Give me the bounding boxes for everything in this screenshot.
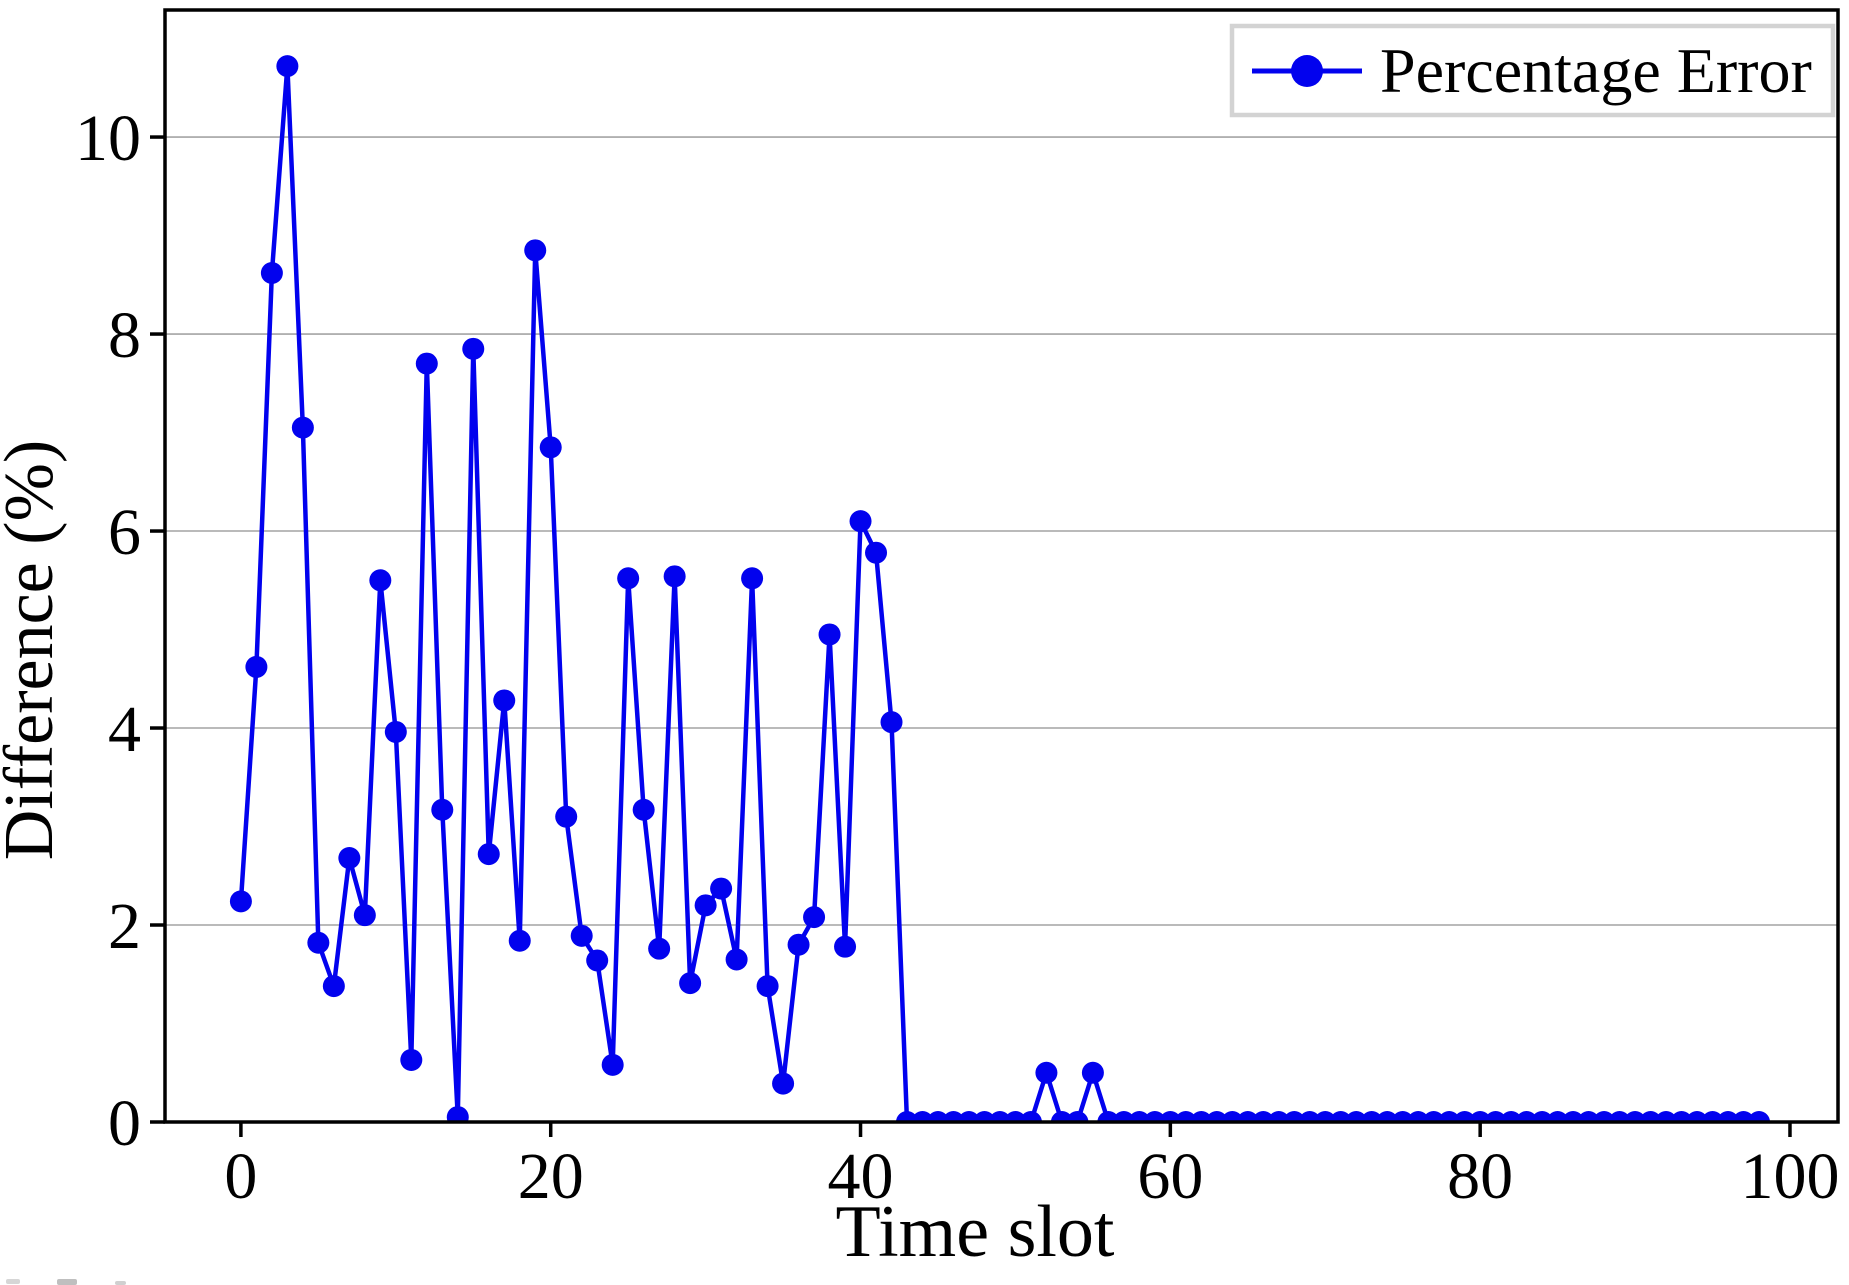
- data-point: [1081, 1061, 1104, 1084]
- data-point: [539, 436, 562, 459]
- data-point: [663, 565, 686, 588]
- data-point: [880, 711, 903, 734]
- series-percentage-error: [229, 55, 1770, 1122]
- data-point: [834, 935, 857, 958]
- plot-border: [163, 8, 1840, 1124]
- y-tick-label: 10: [75, 102, 141, 175]
- x-tick-label: 20: [518, 1140, 584, 1213]
- data-point: [1019, 1111, 1042, 1122]
- data-point: [570, 924, 593, 947]
- data-point: [756, 975, 779, 998]
- data-point: [679, 972, 702, 995]
- data-point: [415, 352, 438, 375]
- data-point: [1035, 1061, 1058, 1084]
- data-point: [260, 261, 283, 284]
- legend: Percentage Error: [1229, 23, 1836, 118]
- tick-labels: 0 20 40 60 80 100 0 2 4 6 8 10: [75, 102, 1839, 1213]
- legend-label: Percentage Error: [1380, 35, 1812, 106]
- data-point: [229, 890, 252, 913]
- y-axis-label: Difference (%): [0, 440, 68, 860]
- series-line: [238, 63, 1759, 1122]
- x-tick-label: 60: [1137, 1140, 1203, 1213]
- data-point: [632, 798, 655, 821]
- data-point: [508, 929, 531, 952]
- data-point: [307, 931, 330, 954]
- cutoff-caption-artifact: [57, 1279, 77, 1285]
- data-point: [1748, 1111, 1770, 1122]
- x-tick-label: 80: [1447, 1140, 1513, 1213]
- data-point: [849, 510, 872, 533]
- data-point: [694, 894, 717, 917]
- data-point: [431, 798, 454, 821]
- x-tick-label: 100: [1740, 1140, 1839, 1213]
- data-point: [1066, 1111, 1089, 1122]
- data-point: [446, 1106, 469, 1122]
- y-tick-label: 8: [108, 299, 141, 372]
- data-point: [803, 906, 826, 929]
- data-point: [245, 655, 268, 678]
- data-point: [725, 948, 748, 971]
- data-point: [353, 904, 376, 927]
- x-axis-label: Time slot: [836, 1191, 1115, 1273]
- data-point: [369, 569, 392, 592]
- data-point: [648, 937, 671, 960]
- data-point: [400, 1048, 423, 1071]
- data-point: [772, 1072, 795, 1095]
- y-tick-label: 4: [108, 693, 141, 766]
- data-point: [617, 567, 640, 590]
- x-tick-label: 0: [224, 1140, 257, 1213]
- axes-spines-and-ticks: [150, 8, 1840, 1137]
- data-point: [384, 720, 407, 743]
- data-point: [493, 689, 516, 712]
- data-point: [322, 975, 345, 998]
- data-point: [291, 416, 314, 439]
- y-tick-label: 0: [108, 1087, 141, 1160]
- data-point: [601, 1053, 624, 1076]
- data-point: [865, 541, 888, 564]
- data-point: [524, 239, 547, 262]
- x-tick-label: 40: [828, 1140, 894, 1213]
- data-point: [276, 55, 299, 78]
- data-point: [555, 805, 578, 828]
- data-point: [462, 337, 485, 360]
- data-point: [477, 843, 500, 866]
- y-tick-label: 6: [108, 496, 141, 569]
- data-point: [586, 949, 609, 972]
- data-point: [710, 877, 733, 900]
- data-point: [741, 567, 764, 590]
- y-tick-label: 2: [108, 890, 141, 963]
- data-point: [338, 847, 361, 870]
- cutoff-caption-artifact: [6, 1279, 20, 1284]
- legend-marker-circle: [1291, 55, 1323, 87]
- gridlines: [165, 136, 1838, 926]
- data-point: [818, 623, 841, 646]
- data-point: [787, 933, 810, 956]
- cutoff-caption-artifact: [115, 1281, 126, 1285]
